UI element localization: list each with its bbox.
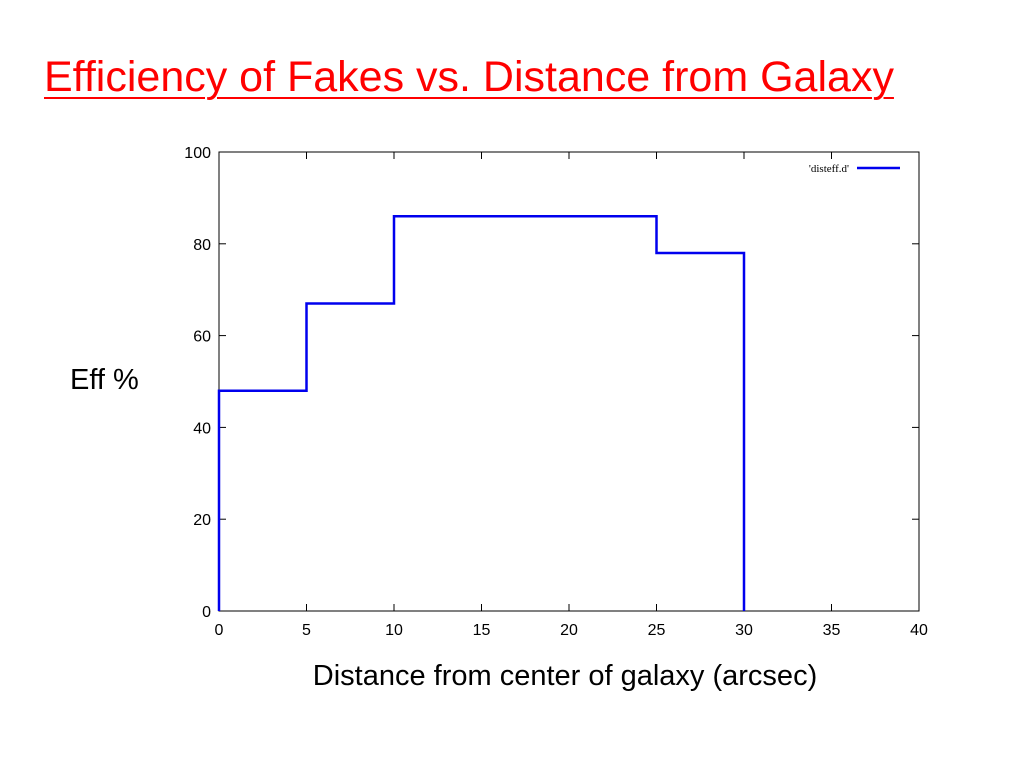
x-tick-label: 30 (735, 622, 753, 639)
x-tick-label: 40 (910, 622, 928, 639)
x-axis-label: Distance from center of galaxy (arcsec) (312, 660, 818, 692)
x-tick-label: 5 (302, 622, 311, 639)
x-tick-label: 0 (215, 622, 224, 639)
y-tick-label: 20 (193, 512, 211, 529)
x-tick-label: 35 (823, 622, 841, 639)
y-tick-label: 0 (202, 604, 211, 621)
legend-label: 'disteff.d' (809, 163, 849, 175)
y-tick-label: 40 (193, 420, 211, 437)
y-tick-label: 80 (193, 237, 211, 254)
y-tick-label: 100 (184, 145, 211, 162)
plot-frame (218, 151, 920, 612)
series-line (217, 215, 746, 611)
y-tick-label: 60 (193, 329, 211, 346)
x-tick-label: 20 (560, 622, 578, 639)
x-tick-label: 25 (648, 622, 666, 639)
y-axis-label: Eff % (70, 364, 139, 396)
x-tick-label: 15 (473, 622, 491, 639)
x-tick-label: 10 (385, 622, 403, 639)
slide-title: Efficiency of Fakes vs. Distance from Ga… (44, 53, 894, 101)
